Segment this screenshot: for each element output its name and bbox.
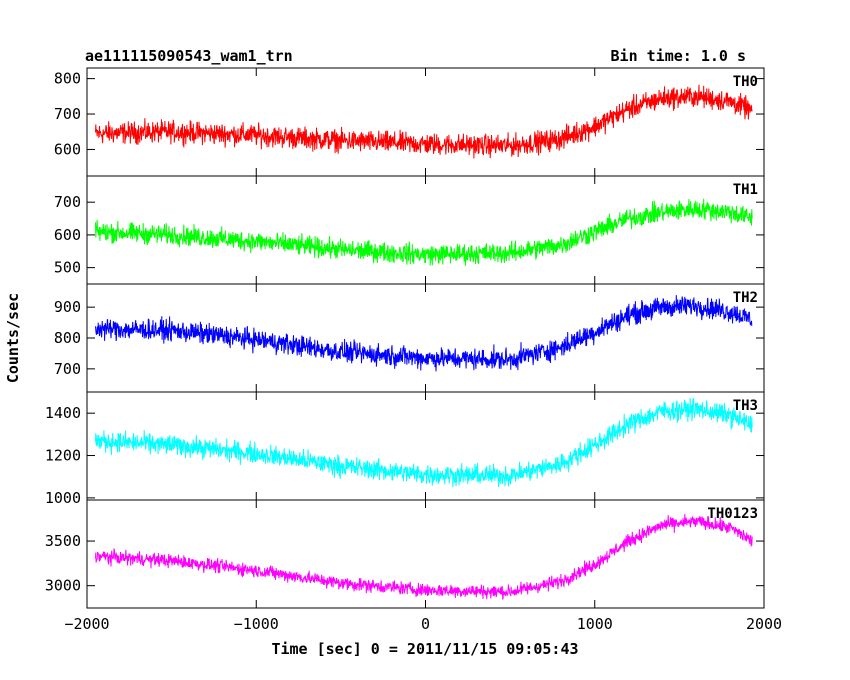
- series-th3: [95, 397, 753, 488]
- panel-label: TH2: [733, 290, 758, 306]
- panel-label: TH0: [733, 74, 758, 90]
- series-th0123: [95, 514, 753, 600]
- y-tick-label: 1000: [45, 489, 81, 507]
- x-axis-label: Time [sec] 0 = 2011/11/15 09:05:43: [271, 640, 578, 658]
- panel-frame: [86, 175, 765, 285]
- panel-th3: 1000 1200 1400 TH3: [45, 391, 765, 507]
- panel-th0: 600 700 800 TH0: [54, 67, 765, 177]
- y-tick-label: 600: [54, 226, 81, 244]
- panel-frame: [86, 67, 765, 177]
- y-tick-label: 700: [54, 193, 81, 211]
- x-tick-label: −1000: [234, 615, 279, 633]
- y-tick-label: 700: [54, 105, 81, 123]
- chart-title: ae111115090543_wam1_trn: [85, 47, 293, 65]
- panel-th0123: 3000 3500 TH0123: [45, 499, 765, 609]
- y-tick-label: 500: [54, 259, 81, 277]
- y-tick-label: 800: [54, 329, 81, 347]
- series-th2: [95, 295, 753, 372]
- panel-th1: 500 600 700 TH1: [54, 175, 765, 285]
- panel-label: TH0123: [707, 506, 758, 522]
- y-tick-label: 1200: [45, 447, 81, 465]
- y-tick-label: 700: [54, 360, 81, 378]
- panel-label: TH3: [733, 398, 758, 414]
- x-tick-label: 0: [421, 615, 430, 633]
- y-tick-label: 600: [54, 140, 81, 158]
- series-th0: [95, 84, 753, 159]
- panel-th2: 700 800 900 TH2: [54, 283, 765, 393]
- panel-frame: [86, 283, 765, 393]
- x-tick-label: −2000: [64, 615, 109, 633]
- series-th1: [95, 198, 753, 266]
- y-tick-label: 1400: [45, 404, 81, 422]
- x-tick-label: 1000: [577, 615, 613, 633]
- panels: 600 700 800 TH0 500 600 700 TH1 700 800 900 TH2 1000…: [45, 67, 765, 609]
- y-axis-label: Counts/sec: [4, 293, 22, 383]
- x-axis: −2000 −1000 0 1000 2000: [64, 615, 782, 633]
- x-tick-label: 2000: [746, 615, 782, 633]
- panel-label: TH1: [733, 182, 758, 198]
- y-tick-label: 900: [54, 298, 81, 316]
- bin-time-label: Bin time: 1.0 s: [611, 47, 746, 65]
- y-tick-label: 800: [54, 70, 81, 88]
- y-tick-label: 3500: [45, 532, 81, 550]
- y-tick-label: 3000: [45, 577, 81, 595]
